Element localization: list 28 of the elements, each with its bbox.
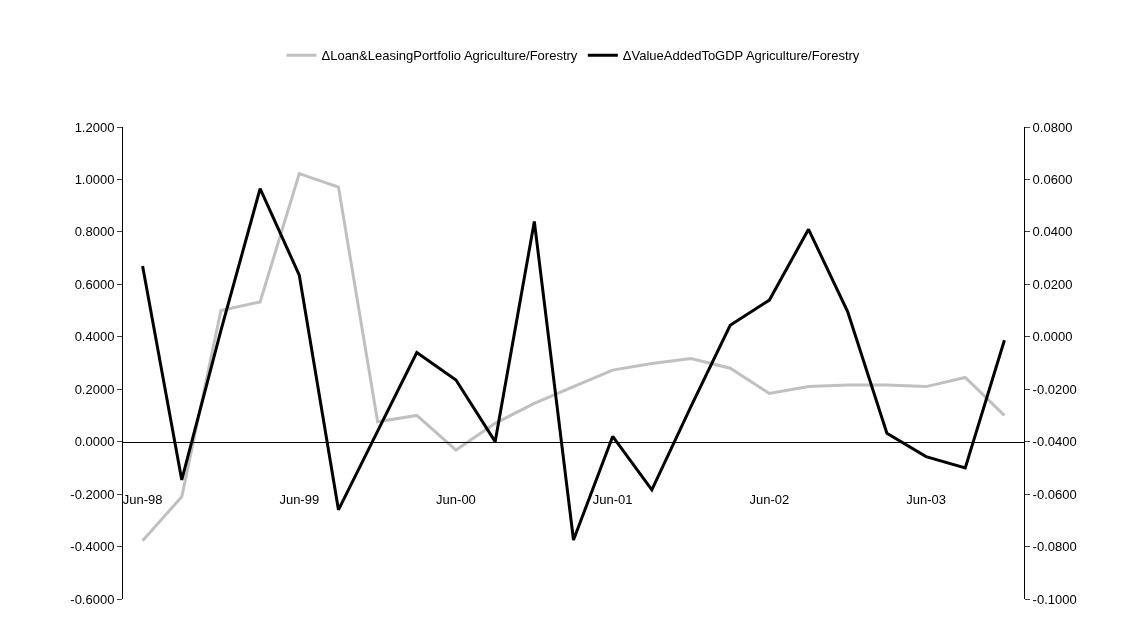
- y-tick-label: 1.0000: [74, 171, 115, 187]
- x-tick-label: Jun-98: [122, 492, 163, 508]
- legend-label: ΔValueAddedToGDP Agriculture/Forestry: [622, 48, 860, 64]
- y-tick-label: 0.4000: [74, 329, 115, 345]
- x-tick-label: Jun-02: [749, 492, 790, 508]
- x-tick-label: Jun-00: [436, 492, 476, 508]
- x-tick-label: Jun-99: [279, 492, 320, 508]
- y-tick-label: 0.0000: [74, 434, 115, 450]
- legend-label: ΔLoan&LeasingPortfolio Agriculture/Forestry: [321, 48, 578, 64]
- y-tick-label: -0.6000: [70, 591, 115, 607]
- x-tick-label: Jun-03: [906, 492, 946, 508]
- y-tick-label: 0.6000: [74, 276, 115, 292]
- y2-tick-label: 0.0800: [1032, 119, 1073, 135]
- y2-tick-label: -0.0200: [1032, 381, 1077, 397]
- x-tick-label: Jun-01: [592, 492, 633, 508]
- y2-tick-label: -0.1000: [1032, 591, 1077, 607]
- y-tick-label: -0.4000: [70, 539, 115, 555]
- y-tick-label: 1.2000: [74, 119, 115, 135]
- y-tick-label: 0.2000: [74, 381, 115, 397]
- y2-tick-label: 0.0200: [1032, 276, 1073, 292]
- y2-tick-label: -0.0400: [1032, 434, 1077, 450]
- y2-tick-label: -0.0600: [1032, 486, 1077, 502]
- y-tick-label: 0.8000: [74, 224, 115, 240]
- y2-tick-label: 0.0000: [1032, 329, 1073, 345]
- y2-tick-label: 0.0600: [1032, 171, 1073, 187]
- y2-tick-label: -0.0800: [1032, 539, 1077, 555]
- y2-tick-label: 0.0400: [1032, 224, 1073, 240]
- y-tick-label: -0.2000: [70, 486, 115, 502]
